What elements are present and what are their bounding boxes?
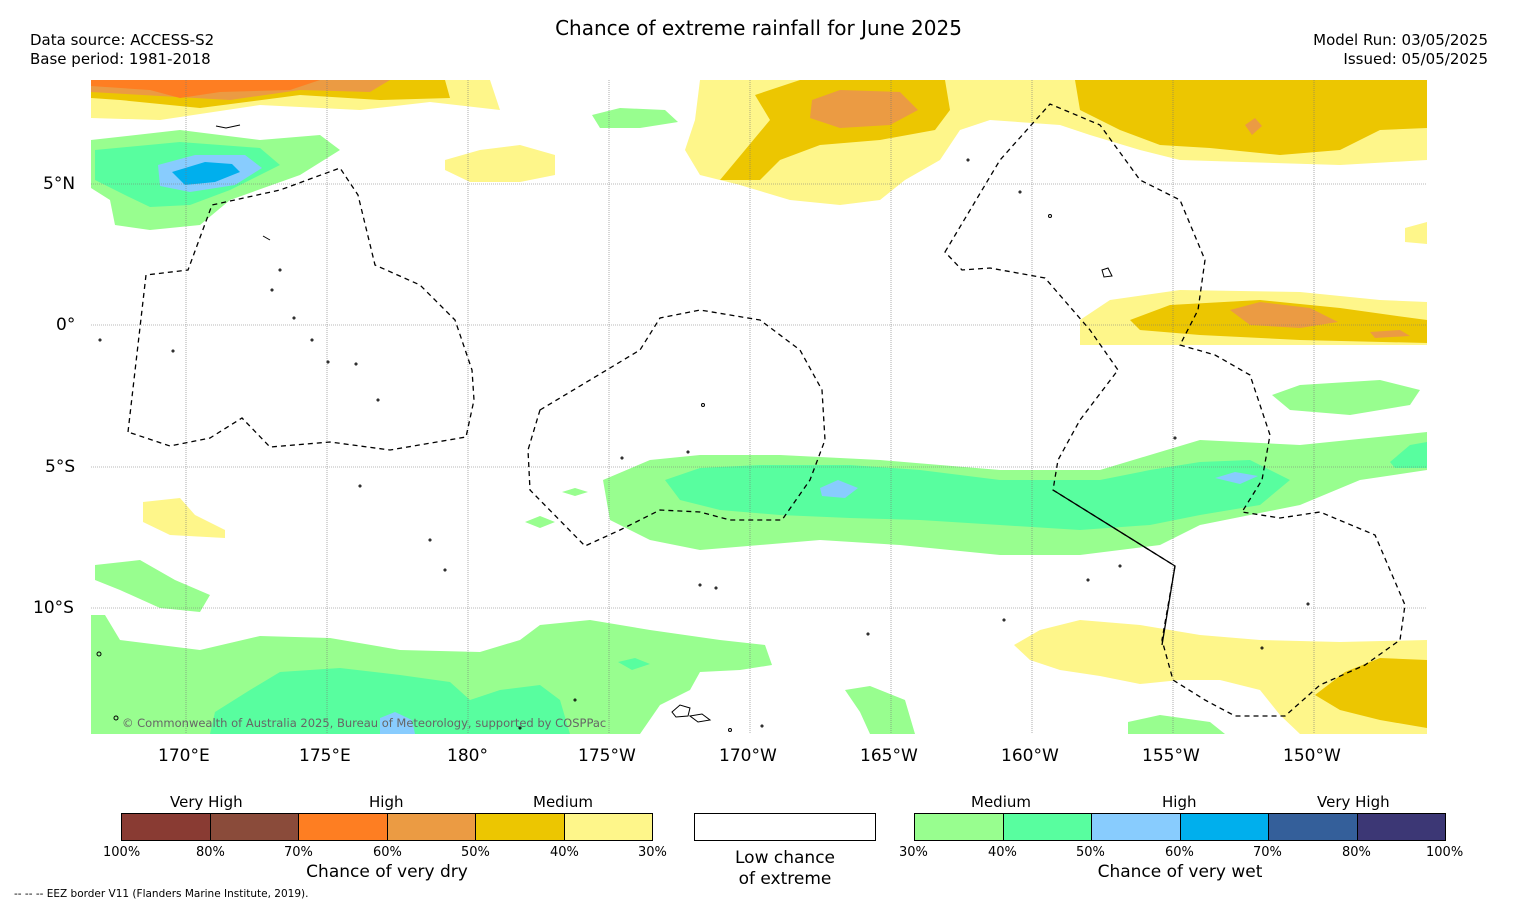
wet-60-region xyxy=(172,162,240,185)
wet-30-region xyxy=(845,686,915,734)
dry-colorbar xyxy=(121,813,653,841)
lon-label-155w: 155°W xyxy=(1142,746,1200,766)
wet-pct-30: 30% xyxy=(899,845,928,860)
dry-50-region xyxy=(1245,118,1262,135)
low-chance-swatch xyxy=(694,813,876,841)
dry-swatch-60-70 xyxy=(299,814,388,840)
low-chance-line1: Low chance xyxy=(735,848,835,868)
wet-swatch-80-100 xyxy=(1357,814,1445,840)
wet-40-region xyxy=(210,668,570,734)
wet-50-region xyxy=(820,480,858,498)
lon-label-175e: 175°E xyxy=(299,746,351,766)
dry-30-region xyxy=(1405,222,1427,244)
eez-footnote: -- -- -- EEZ border V11 (Flanders Marine… xyxy=(14,888,309,900)
low-chance-line2: of extreme xyxy=(738,869,832,889)
dry-30-region xyxy=(143,498,225,538)
wet-swatch-70-80 xyxy=(1269,814,1358,840)
wet-50-region xyxy=(1215,472,1258,484)
dry-50-region xyxy=(1370,330,1410,338)
boundary-segment xyxy=(1052,489,1176,646)
lon-label-170e: 170°E xyxy=(158,746,210,766)
dry-50-region xyxy=(1230,302,1338,328)
lat-label-5n: 5°N xyxy=(43,174,76,194)
dry-pct-70: 70% xyxy=(284,845,313,860)
dry-level-very-high: Very High xyxy=(170,793,243,811)
copyright-notice: © Commonwealth of Australia 2025, Bureau… xyxy=(122,716,607,730)
wet-pct-40: 40% xyxy=(988,845,1017,860)
lon-label-180: 180° xyxy=(447,746,488,766)
base-period: Base period: 1981-2018 xyxy=(30,50,211,68)
wet-40-region xyxy=(618,658,650,670)
dry-swatch-70-80 xyxy=(210,814,299,840)
wet-pct-100: 100% xyxy=(1426,845,1464,860)
wet-level-medium: Medium xyxy=(971,793,1031,811)
wet-30-region xyxy=(525,516,555,528)
wet-swatch-40-50 xyxy=(1003,814,1092,840)
dry-swatch-50-60 xyxy=(387,814,476,840)
dry-40-region xyxy=(1315,658,1427,728)
wet-pct-50: 50% xyxy=(1076,845,1105,860)
dry-60-region xyxy=(91,80,320,98)
lon-label-165w: 165°W xyxy=(860,746,918,766)
wet-40-region xyxy=(665,460,1290,530)
wet-30-region xyxy=(562,488,588,496)
islands xyxy=(96,124,1310,732)
dry-pct-60: 60% xyxy=(373,845,402,860)
graticule xyxy=(91,80,1427,734)
wet-swatch-60-70 xyxy=(1180,814,1269,840)
lat-label-10s: 10°S xyxy=(33,598,74,618)
dry-40-region xyxy=(1075,80,1427,155)
wet-colorbar xyxy=(914,813,1446,841)
lat-label-5s: 5°S xyxy=(45,457,76,477)
eez-borders xyxy=(127,103,1406,717)
dry-level-medium: Medium xyxy=(533,793,593,811)
wet-level-high: High xyxy=(1162,793,1197,811)
wet-30-region xyxy=(1272,380,1420,415)
wet-caption: Chance of very wet xyxy=(1097,862,1263,882)
dry-pct-80: 80% xyxy=(196,845,225,860)
dry-30-region xyxy=(445,145,555,182)
dry-swatch-30-40 xyxy=(564,814,652,840)
low-chance-caption: Low chance of extreme xyxy=(694,848,876,890)
dry-swatch-80-100 xyxy=(122,814,211,840)
wet-50-region xyxy=(380,712,415,734)
issued-date: Issued: 05/05/2025 xyxy=(1343,50,1488,68)
dry-pct-40: 40% xyxy=(550,845,579,860)
wet-pct-70: 70% xyxy=(1253,845,1282,860)
wet-30-region xyxy=(592,108,678,128)
lat-label-0: 0° xyxy=(56,315,76,335)
dry-pct-100: 100% xyxy=(103,845,141,860)
dry-swatch-40-50 xyxy=(476,814,565,840)
wet-pct-80: 80% xyxy=(1342,845,1371,860)
model-run: Model Run: 03/05/2025 xyxy=(1313,31,1488,49)
dry-pct-50: 50% xyxy=(461,845,490,860)
wet-40-region xyxy=(1390,442,1427,468)
dry-30-region xyxy=(1014,620,1427,734)
data-source: Data source: ACCESS-S2 xyxy=(30,31,215,49)
chart-title: Chance of extreme rainfall for June 2025 xyxy=(555,16,962,40)
lon-label-150w: 150°W xyxy=(1283,746,1341,766)
rainfall-contours xyxy=(91,80,1427,734)
dry-level-high: High xyxy=(369,793,404,811)
wet-30-region xyxy=(95,560,210,612)
wet-pct-60: 60% xyxy=(1165,845,1194,860)
wet-level-very-high: Very High xyxy=(1317,793,1390,811)
wet-swatch-50-60 xyxy=(1092,814,1181,840)
dry-caption: Chance of very dry xyxy=(306,862,468,882)
wet-swatch-30-40 xyxy=(915,814,1004,840)
lon-label-170w: 170°W xyxy=(719,746,777,766)
wet-30-region xyxy=(1128,715,1225,734)
lon-label-175w: 175°W xyxy=(578,746,636,766)
dry-pct-30: 30% xyxy=(638,845,667,860)
lon-label-160w: 160°W xyxy=(1001,746,1059,766)
